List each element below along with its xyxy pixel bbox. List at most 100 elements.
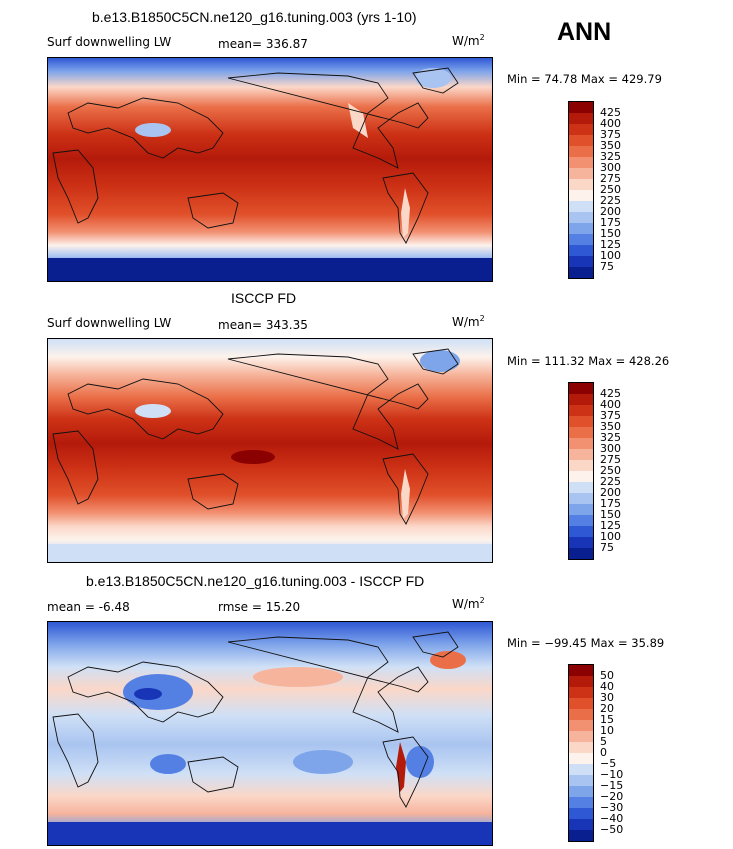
- colorbar-swatch: [569, 383, 593, 394]
- colorbar-swatch: [569, 190, 593, 201]
- colorbar-tick-label: 125: [600, 519, 621, 532]
- colorbar-swatch: [569, 709, 593, 720]
- colorbar-swatch: [569, 797, 593, 808]
- colorbar-swatch: [569, 808, 593, 819]
- colorbar-tick-label: 325: [600, 431, 621, 444]
- panel-1-units: W/m2: [452, 33, 485, 48]
- colorbar-tick-label: 30: [600, 691, 614, 704]
- colorbar-swatch: [569, 775, 593, 786]
- colorbar-swatch: [569, 427, 593, 438]
- colorbar-swatch: [569, 786, 593, 797]
- colorbar-swatch: [569, 102, 593, 113]
- colorbar-swatch: [569, 665, 593, 676]
- colorbar-tick-label: −40: [600, 812, 624, 825]
- colorbar-swatch: [569, 168, 593, 179]
- panel-3-map: [47, 621, 493, 846]
- colorbar-tick-label: 225: [600, 475, 621, 488]
- colorbar-tick-label: 225: [600, 194, 621, 207]
- colorbar-tick-label: −10: [600, 768, 624, 781]
- panel-1-title: b.e13.B1850C5CN.ne120_g16.tuning.003 (yr…: [92, 9, 417, 25]
- colorbar-tick-label: −50: [600, 823, 624, 836]
- colorbar-tick-label: 275: [600, 453, 621, 466]
- colorbar-tick-label: 350: [600, 420, 621, 433]
- panel-3-minmax: Min = −99.45 Max = 35.89: [507, 636, 665, 650]
- colorbar-tick-label: 0: [600, 746, 607, 759]
- colorbar-tick-label: 300: [600, 161, 621, 174]
- colorbar-swatch: [569, 731, 593, 742]
- panel-1-variable-label: Surf downwelling LW: [47, 35, 172, 49]
- colorbar-tick-label: 400: [600, 398, 621, 411]
- panel-2-units: W/m2: [452, 314, 485, 329]
- panel-3-title: b.e13.B1850C5CN.ne120_g16.tuning.003 - I…: [86, 573, 425, 589]
- colorbar-swatch: [569, 515, 593, 526]
- colorbar-swatch: [569, 471, 593, 482]
- colorbar-swatch: [569, 124, 593, 135]
- colorbar-swatch: [569, 830, 593, 841]
- colorbar-swatch: [569, 742, 593, 753]
- panel-2-variable-label: Surf downwelling LW: [47, 316, 172, 330]
- panel-1-mean-label: mean= 336.87: [218, 37, 308, 51]
- colorbar-swatch: [569, 135, 593, 146]
- colorbar-swatch: [569, 146, 593, 157]
- colorbar-tick-label: 200: [600, 205, 621, 218]
- colorbar-tick-label: 75: [600, 541, 614, 554]
- colorbar-swatch: [569, 676, 593, 687]
- panel-3-mean-label: mean = -6.48: [47, 600, 130, 614]
- colorbar-tick-label: 75: [600, 260, 614, 273]
- colorbar-tick-label: 425: [600, 387, 621, 400]
- colorbar-swatch: [569, 687, 593, 698]
- colorbar-swatch: [569, 493, 593, 504]
- panel-2-colorbar: [568, 382, 594, 560]
- colorbar-swatch: [569, 526, 593, 537]
- colorbar-swatch: [569, 449, 593, 460]
- colorbar-swatch: [569, 416, 593, 427]
- colorbar-swatch: [569, 113, 593, 124]
- colorbar-swatch: [569, 267, 593, 278]
- colorbar-tick-label: 125: [600, 238, 621, 251]
- colorbar-swatch: [569, 460, 593, 471]
- colorbar-tick-label: −15: [600, 779, 624, 792]
- panel-2-minmax: Min = 111.32 Max = 428.26: [507, 354, 670, 368]
- colorbar-tick-label: 400: [600, 117, 621, 130]
- colorbar-swatch: [569, 438, 593, 449]
- colorbar-tick-label: 40: [600, 680, 614, 693]
- colorbar-swatch: [569, 223, 593, 234]
- colorbar-tick-label: 200: [600, 486, 621, 499]
- colorbar-tick-label: 250: [600, 183, 621, 196]
- colorbar-tick-label: 100: [600, 249, 621, 262]
- colorbar-tick-label: 5: [600, 735, 607, 748]
- colorbar-tick-label: 100: [600, 530, 621, 543]
- panel-3-colorbar: [568, 664, 594, 842]
- colorbar-swatch: [569, 819, 593, 830]
- panel-2-mean-label: mean= 343.35: [218, 318, 308, 332]
- colorbar-tick-label: 325: [600, 150, 621, 163]
- colorbar-swatch: [569, 764, 593, 775]
- colorbar-tick-label: 15: [600, 713, 614, 726]
- colorbar-tick-label: 175: [600, 216, 621, 229]
- colorbar-swatch: [569, 179, 593, 190]
- colorbar-tick-label: 275: [600, 172, 621, 185]
- colorbar-tick-label: 50: [600, 669, 614, 682]
- colorbar-tick-label: 375: [600, 128, 621, 141]
- colorbar-swatch: [569, 482, 593, 493]
- colorbar-tick-label: 10: [600, 724, 614, 737]
- panel-2-title: ISCCP FD: [231, 290, 297, 306]
- colorbar-tick-label: 150: [600, 508, 621, 521]
- colorbar-swatch: [569, 201, 593, 212]
- colorbar-tick-label: 425: [600, 106, 621, 119]
- colorbar-swatch: [569, 234, 593, 245]
- colorbar-tick-label: 350: [600, 139, 621, 152]
- panel-1-map: [47, 57, 493, 282]
- colorbar-swatch: [569, 504, 593, 515]
- colorbar-swatch: [569, 405, 593, 416]
- panel-3-rmse-label: rmse = 15.20: [218, 600, 301, 614]
- colorbar-tick-label: 175: [600, 497, 621, 510]
- colorbar-swatch: [569, 753, 593, 764]
- colorbar-swatch: [569, 212, 593, 223]
- colorbar-swatch: [569, 157, 593, 168]
- colorbar-tick-label: −30: [600, 801, 624, 814]
- colorbar-swatch: [569, 698, 593, 709]
- colorbar-tick-label: 150: [600, 227, 621, 240]
- colorbar-swatch: [569, 537, 593, 548]
- colorbar-swatch: [569, 720, 593, 731]
